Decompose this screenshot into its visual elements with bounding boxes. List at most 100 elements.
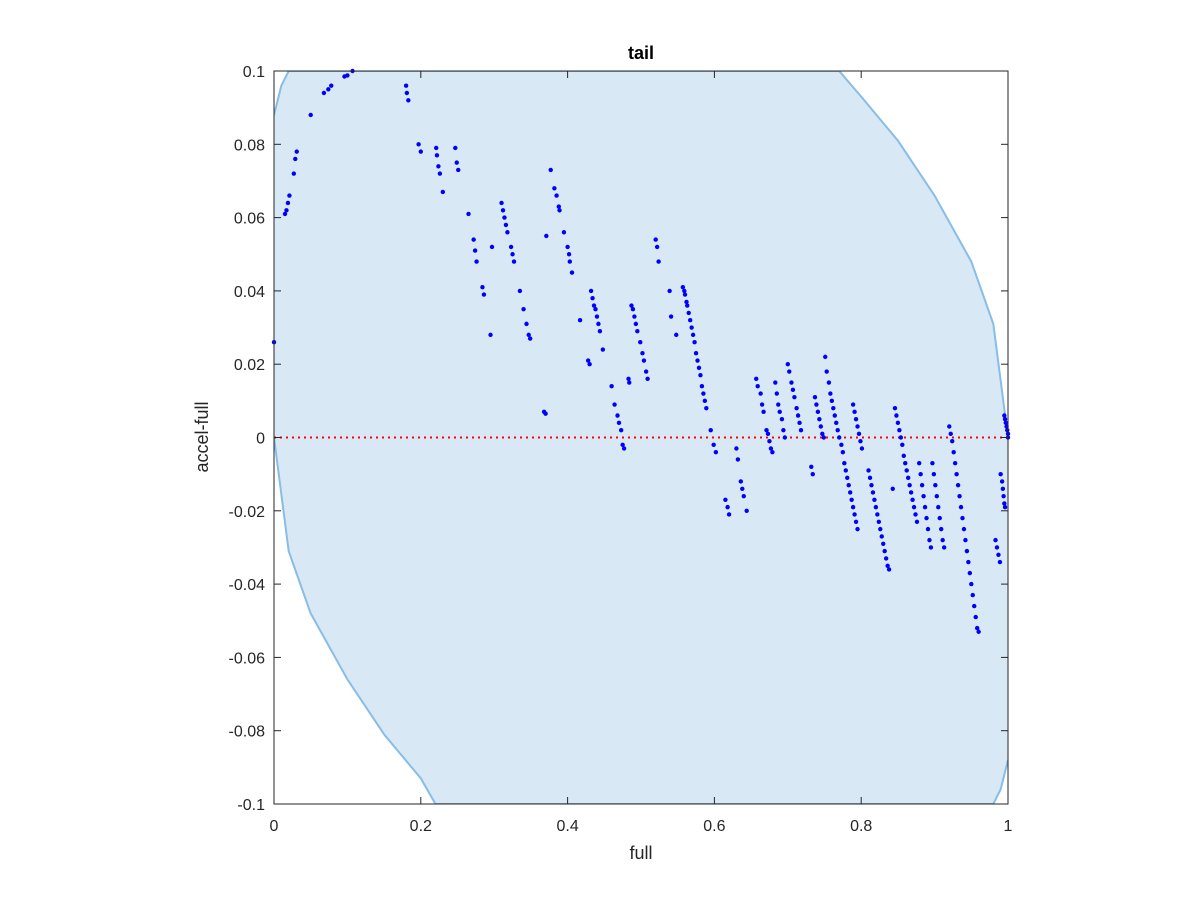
data-point bbox=[795, 413, 801, 418]
data-point bbox=[814, 402, 819, 407]
data-point bbox=[734, 446, 739, 451]
data-point bbox=[725, 504, 730, 510]
data-point bbox=[824, 369, 829, 374]
data-point bbox=[789, 380, 794, 385]
data-point bbox=[817, 416, 822, 422]
data-point bbox=[879, 534, 884, 539]
data-point bbox=[960, 515, 965, 521]
data-point bbox=[904, 468, 909, 473]
data-point bbox=[852, 512, 857, 517]
data-point bbox=[1002, 413, 1007, 418]
data-point bbox=[654, 244, 660, 250]
data-point bbox=[569, 270, 575, 275]
data-point bbox=[585, 358, 591, 363]
data-point bbox=[499, 200, 504, 206]
data-point bbox=[964, 548, 970, 554]
data-point bbox=[836, 435, 842, 440]
data-point bbox=[779, 416, 785, 422]
data-point bbox=[588, 288, 594, 294]
region-upper-boundary bbox=[274, 71, 1008, 438]
data-point bbox=[966, 559, 971, 565]
scatter-series bbox=[271, 68, 1011, 634]
data-point bbox=[922, 504, 928, 510]
data-point bbox=[869, 482, 874, 488]
data-point bbox=[847, 490, 853, 495]
data-point bbox=[723, 497, 728, 503]
data-point bbox=[785, 362, 790, 367]
data-point bbox=[903, 460, 908, 466]
data-point bbox=[867, 475, 873, 481]
data-point bbox=[787, 369, 792, 374]
data-point bbox=[740, 486, 745, 492]
data-point bbox=[939, 526, 944, 532]
data-point bbox=[488, 332, 493, 338]
y-tick-label: 0.02 bbox=[234, 357, 265, 374]
data-point bbox=[997, 559, 1003, 565]
data-point bbox=[508, 244, 514, 250]
data-point bbox=[768, 446, 774, 451]
data-point bbox=[954, 471, 959, 477]
data-point bbox=[996, 552, 1001, 557]
data-point bbox=[914, 519, 920, 524]
data-point bbox=[627, 380, 632, 385]
y-tick-label: -0.1 bbox=[237, 797, 265, 814]
data-point bbox=[907, 482, 912, 488]
data-point bbox=[916, 460, 922, 466]
data-point bbox=[704, 405, 709, 411]
data-point bbox=[777, 409, 782, 415]
data-point bbox=[643, 369, 649, 374]
data-point bbox=[597, 329, 603, 334]
data-point bbox=[466, 211, 471, 217]
data-point bbox=[1002, 501, 1007, 506]
data-point bbox=[526, 332, 531, 338]
data-point bbox=[972, 603, 977, 609]
data-point bbox=[556, 204, 561, 209]
data-point bbox=[600, 347, 606, 352]
data-point bbox=[934, 493, 940, 499]
data-point bbox=[437, 171, 443, 176]
data-point bbox=[856, 431, 862, 437]
data-point bbox=[913, 512, 918, 517]
data-point bbox=[767, 438, 772, 444]
data-point bbox=[815, 409, 821, 415]
data-point bbox=[937, 515, 942, 521]
y-tick-label: 0 bbox=[256, 431, 265, 448]
data-point bbox=[870, 490, 876, 495]
data-point bbox=[823, 354, 828, 360]
data-point bbox=[284, 208, 289, 213]
data-point bbox=[285, 200, 291, 206]
data-point bbox=[758, 391, 763, 396]
data-point bbox=[894, 413, 899, 418]
data-point bbox=[900, 442, 905, 448]
y-tick-label: 0.06 bbox=[234, 211, 265, 228]
data-point bbox=[471, 237, 476, 242]
data-point bbox=[812, 394, 818, 400]
data-point bbox=[952, 460, 958, 466]
data-point bbox=[616, 420, 622, 426]
data-point bbox=[689, 325, 694, 330]
data-point bbox=[764, 427, 769, 433]
data-point bbox=[693, 351, 699, 356]
data-point bbox=[876, 519, 882, 524]
data-point bbox=[928, 545, 934, 550]
data-point bbox=[933, 482, 938, 488]
data-point bbox=[682, 292, 688, 297]
data-point bbox=[843, 468, 848, 473]
data-point bbox=[892, 405, 898, 411]
data-point bbox=[620, 442, 625, 448]
y-tick-label: 0.1 bbox=[243, 64, 265, 81]
data-point bbox=[781, 427, 786, 433]
data-point bbox=[566, 252, 572, 257]
data-point bbox=[831, 405, 836, 411]
data-point bbox=[895, 420, 901, 426]
data-point bbox=[875, 512, 880, 517]
data-point bbox=[557, 208, 562, 213]
data-point bbox=[947, 424, 952, 429]
data-point bbox=[957, 493, 962, 499]
data-point bbox=[782, 435, 788, 440]
data-point bbox=[850, 504, 856, 510]
data-point bbox=[828, 391, 833, 396]
data-point bbox=[632, 314, 637, 319]
data-point bbox=[434, 153, 440, 158]
data-point bbox=[905, 475, 911, 481]
